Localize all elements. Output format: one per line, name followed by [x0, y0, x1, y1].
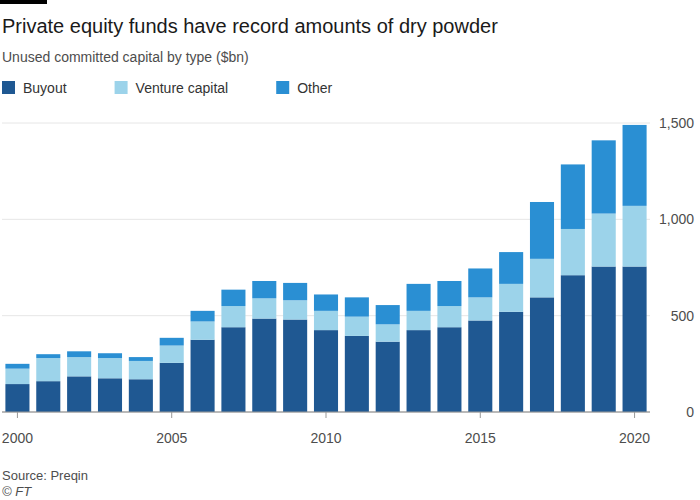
bar: [407, 311, 431, 330]
legend-swatch: [276, 81, 289, 94]
bar: [437, 327, 461, 412]
legend-label: Buyout: [23, 80, 67, 96]
bar: [252, 319, 276, 412]
x-tick-label: 2000: [2, 430, 33, 446]
bar: [283, 320, 307, 412]
bar: [561, 275, 585, 412]
x-tick: [480, 412, 481, 418]
bar: [129, 379, 153, 412]
bar: [437, 306, 461, 327]
chart: Private equity funds have record amounts…: [0, 0, 700, 500]
bar: [129, 357, 153, 361]
bar: [592, 214, 616, 267]
x-tick-label: 2015: [465, 430, 496, 446]
grid-line: [2, 123, 650, 124]
bar: [36, 381, 60, 412]
bar: [623, 206, 647, 267]
bar: [36, 358, 60, 381]
bar: [407, 284, 431, 311]
bar: [530, 259, 554, 298]
bar: [623, 267, 647, 412]
bar: [98, 358, 122, 378]
x-tick: [171, 412, 172, 418]
x-tick-label: 2020: [619, 430, 650, 446]
y-tick-label: 1,000: [659, 211, 694, 227]
y-tick-label: 1,500: [659, 115, 694, 131]
title: Private equity funds have record amounts…: [2, 15, 498, 37]
bar: [314, 311, 338, 330]
grid: [2, 123, 650, 412]
bar: [561, 164, 585, 229]
bar: [530, 202, 554, 259]
bar: [5, 369, 29, 384]
bar: [561, 229, 585, 275]
bar: [407, 330, 431, 412]
bar: [345, 297, 369, 316]
legend-swatch: [2, 81, 15, 94]
y-tick-label: 0: [686, 404, 694, 420]
bar: [376, 342, 400, 412]
bar: [252, 298, 276, 318]
bar: [376, 324, 400, 341]
bar: [468, 268, 492, 297]
bar: [129, 361, 153, 379]
bar: [592, 267, 616, 412]
bar: [345, 317, 369, 336]
bar: [314, 294, 338, 310]
bar: [67, 376, 91, 412]
bar: [5, 384, 29, 412]
y-tick-label: 500: [671, 308, 695, 324]
bar: [160, 363, 184, 412]
bar: [468, 297, 492, 320]
bar: [345, 336, 369, 412]
x-tick: [326, 412, 327, 418]
bar: [530, 297, 554, 412]
bar: [5, 364, 29, 369]
bar: [499, 252, 523, 284]
bars: [5, 125, 646, 412]
bar: [221, 306, 245, 327]
bar: [623, 125, 647, 206]
bar: [252, 281, 276, 298]
legend-label: Other: [297, 80, 332, 96]
bar: [499, 312, 523, 412]
source: Source: Preqin: [2, 468, 88, 483]
legend: Buyout Venture capital Other: [2, 80, 333, 96]
bar: [160, 346, 184, 363]
bar: [160, 338, 184, 346]
header-bar: [0, 0, 47, 4]
bar: [191, 321, 215, 339]
x-tick-label: 2010: [310, 430, 341, 446]
x-tick: [634, 412, 635, 418]
bar: [67, 357, 91, 376]
bar: [191, 311, 215, 322]
bar: [592, 140, 616, 213]
bar: [191, 340, 215, 412]
x-tick: [17, 412, 18, 418]
bar: [221, 290, 245, 306]
credit: © FT: [2, 484, 32, 499]
x-tick-label: 2005: [156, 430, 187, 446]
bar: [221, 327, 245, 412]
subtitle: Unused committed capital by type ($bn): [2, 49, 249, 65]
bar: [67, 351, 91, 357]
bar: [376, 305, 400, 324]
bar: [36, 354, 60, 358]
bar: [468, 320, 492, 412]
bar: [283, 300, 307, 319]
bar: [283, 283, 307, 300]
bar: [499, 284, 523, 312]
background: [0, 0, 700, 500]
legend-label: Venture capital: [136, 80, 229, 96]
bar: [98, 353, 122, 358]
legend-swatch: [115, 81, 128, 94]
bar: [98, 378, 122, 412]
bar: [437, 281, 461, 306]
bar: [314, 330, 338, 412]
